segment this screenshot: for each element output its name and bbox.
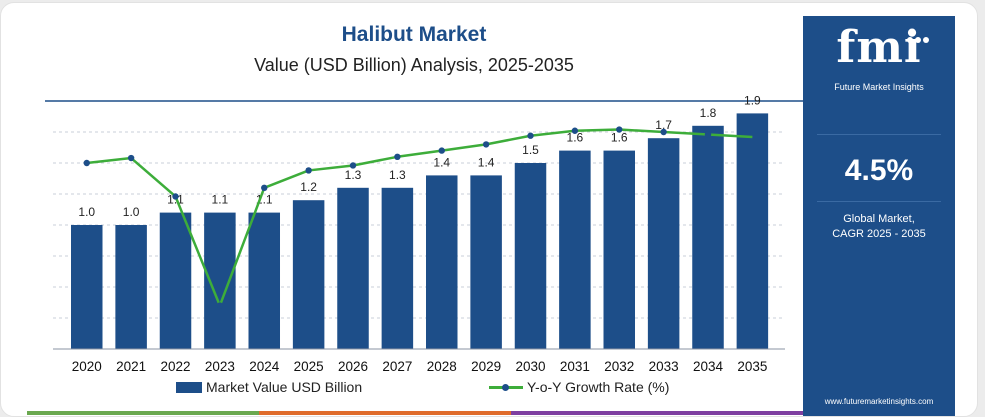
growth-point-2031 <box>571 127 579 134</box>
x-tick-label-2025: 2025 <box>294 359 324 374</box>
growth-point-2029 <box>482 141 490 148</box>
growth-point-2023 <box>216 302 224 309</box>
growth-point-2034 <box>704 131 712 138</box>
growth-point-2022 <box>172 193 179 200</box>
x-tick-label-2035: 2035 <box>737 359 767 374</box>
bar-2022 <box>159 212 192 349</box>
bar-2024 <box>248 212 281 349</box>
x-tick-label-2020: 2020 <box>72 359 102 374</box>
bar-2035 <box>736 113 769 350</box>
x-tick-label-2026: 2026 <box>338 359 368 374</box>
legend-bar-swatch <box>176 381 202 393</box>
bar-value-label-2030: 1.5 <box>522 143 539 157</box>
bar-2026 <box>337 187 369 349</box>
bar-2032 <box>603 150 636 349</box>
growth-point-2032 <box>616 126 623 133</box>
legend-item-bars: Market Value USD Billion <box>176 379 362 395</box>
bar-value-label-2020: 1.0 <box>78 205 95 219</box>
legend-label-bars: Market Value USD Billion <box>206 379 363 395</box>
x-tick-label-2030: 2030 <box>515 359 545 374</box>
x-tick-label-2034: 2034 <box>693 359 724 374</box>
legend-label-line: Y-o-Y Growth Rate (%) <box>527 379 670 395</box>
fmi-logo: fmi <box>836 22 922 73</box>
accent-strip-green <box>27 411 259 415</box>
bar-2027 <box>381 187 414 349</box>
growth-rate-line <box>86 128 753 307</box>
chart-plot: 1.020201.020211.120221.120231.120241.220… <box>45 93 803 374</box>
bar-value-label-2026: 1.3 <box>345 168 362 182</box>
x-tick-label-2032: 2032 <box>604 359 634 374</box>
x-tick-label-2027: 2027 <box>382 359 412 374</box>
growth-point-2030 <box>527 132 534 139</box>
bar-value-label-2035: 1.9 <box>744 93 761 107</box>
bar-value-label-2027: 1.3 <box>389 168 406 182</box>
logo-subtitle: Future Market Insights <box>834 82 924 92</box>
x-tick-label-2028: 2028 <box>427 359 457 374</box>
growth-point-2024 <box>261 184 268 191</box>
chart-title: Halibut Market <box>341 23 487 46</box>
growth-point-2033 <box>660 128 667 136</box>
bar-value-label-2023: 1.1 <box>212 193 229 207</box>
accent-strip-purple <box>511 411 803 415</box>
chart-panel: Halibut Market Value (USD Billion) Analy… <box>25 13 803 416</box>
bar-value-label-2021: 1.0 <box>123 205 140 219</box>
bar-2021 <box>115 225 147 349</box>
bar-value-label-2031: 1.6 <box>567 131 584 145</box>
bar-2029 <box>470 175 502 349</box>
bar-2031 <box>559 150 591 349</box>
cagr-label-line1: Global Market, <box>843 213 915 225</box>
x-tick-label-2024: 2024 <box>249 359 280 374</box>
x-tick-label-2033: 2033 <box>649 359 679 374</box>
cagr-label: Global Market, CAGR 2025 - 2035 <box>803 212 955 242</box>
growth-point-2027 <box>394 153 401 160</box>
x-tick-label-2023: 2023 <box>205 359 235 374</box>
bar-value-label-2034: 1.8 <box>700 106 717 120</box>
bar-2034 <box>692 125 724 349</box>
bar-2033 <box>647 138 680 349</box>
bar-value-label-2029: 1.4 <box>478 155 495 169</box>
bar-value-label-2028: 1.4 <box>433 155 450 169</box>
chart-subtitle: Value (USD Billion) Analysis, 2025-2035 <box>254 55 574 75</box>
logo-dots-icon <box>907 30 931 48</box>
bar-2025 <box>292 200 325 349</box>
cagr-label-line2: CAGR 2025 - 2035 <box>832 228 926 240</box>
growth-point-2028 <box>438 147 445 154</box>
bar-value-label-2025: 1.2 <box>300 180 317 194</box>
accent-strip-orange <box>259 411 511 415</box>
x-tick-label-2031: 2031 <box>560 359 590 374</box>
growth-point-2026 <box>349 162 357 169</box>
website-link[interactable]: www.futuremarketinsights.com <box>824 397 934 406</box>
growth-point-2020 <box>83 159 90 167</box>
divider-mid <box>817 201 941 202</box>
legend-item-line: Y-o-Y Growth Rate (%) <box>489 379 669 395</box>
x-tick-label-2021: 2021 <box>116 359 146 374</box>
side-panel: fmi Future Market Insights 4.5% Global M… <box>803 16 955 416</box>
x-tick-label-2022: 2022 <box>160 359 190 374</box>
x-tick-label-2029: 2029 <box>471 359 501 374</box>
bar-value-label-2033: 1.7 <box>655 118 672 132</box>
legend-line-swatch <box>489 381 523 393</box>
bar-2020 <box>71 225 103 349</box>
divider-top <box>817 134 941 135</box>
bar-2030 <box>514 163 547 349</box>
bar-value-label-2032: 1.6 <box>611 131 628 145</box>
growth-point-2021 <box>127 154 135 162</box>
cagr-value: 4.5% <box>844 154 914 187</box>
bar-2028 <box>426 175 458 349</box>
growth-point-2025 <box>305 167 312 174</box>
